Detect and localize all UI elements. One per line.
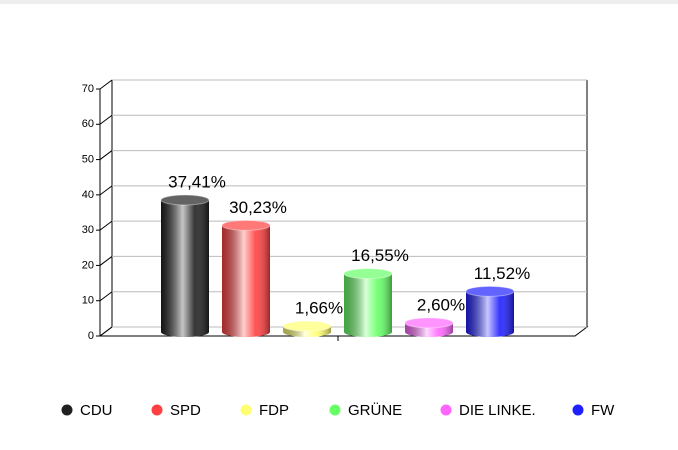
bar-cap	[404, 317, 454, 329]
value-label: 30,23%	[229, 198, 287, 217]
bar-shading	[466, 291, 514, 337]
bar-cap-shading	[405, 317, 453, 328]
bar-cap	[221, 219, 271, 231]
value-label: 16,55%	[351, 246, 409, 265]
legend-label: FW	[591, 402, 615, 419]
value-label: 1,66%	[295, 299, 343, 318]
legend-label: DIE LINKE.	[459, 402, 536, 419]
value-label: 2,60%	[417, 295, 465, 314]
y-tick-label: 40	[82, 189, 94, 201]
grid-diagonal	[99, 326, 113, 337]
bar-shading	[344, 273, 392, 337]
y-tick-label: 0	[88, 330, 94, 342]
grid-diagonal	[99, 114, 113, 125]
legend-marker	[572, 404, 584, 416]
y-tick-label: 20	[82, 259, 94, 271]
y-tick-label: 30	[82, 224, 94, 236]
grid-diagonal	[99, 185, 113, 196]
bar-cap-shading	[283, 321, 331, 332]
y-tick-label: 60	[82, 118, 94, 130]
grid-diagonal	[99, 79, 113, 90]
y-tick-label: 50	[82, 153, 94, 165]
bar-cap	[160, 194, 210, 206]
legend-label: GRÜNE	[348, 401, 402, 419]
legend-marker	[440, 404, 452, 416]
bar-cap	[343, 268, 393, 280]
y-tick-label: 10	[82, 295, 94, 307]
grid-diagonal	[99, 220, 113, 231]
bar-shading	[222, 225, 270, 337]
bar-cap-shading	[161, 194, 209, 205]
value-label: 11,52%	[474, 264, 530, 283]
legend-label: CDU	[80, 402, 113, 419]
top-strip	[0, 0, 678, 4]
bar-cap	[282, 320, 332, 332]
legend-marker	[240, 404, 252, 416]
legend-label: SPD	[170, 402, 201, 419]
grid-diagonal	[99, 256, 113, 266]
legend-marker	[329, 404, 341, 416]
y-tick-label: 70	[82, 83, 94, 95]
bar-cap-shading	[222, 220, 270, 231]
legend-marker	[61, 404, 73, 416]
grid-diagonal	[99, 150, 113, 160]
legend-marker	[151, 404, 163, 416]
legend-label: FDP	[259, 402, 289, 419]
value-label: 37,41%	[168, 172, 226, 191]
bar-shading	[161, 199, 209, 337]
grid-diagonal	[99, 291, 113, 302]
bar-cap-shading	[344, 268, 392, 279]
bar-cap-shading	[466, 286, 514, 297]
bar-cap	[465, 285, 515, 297]
